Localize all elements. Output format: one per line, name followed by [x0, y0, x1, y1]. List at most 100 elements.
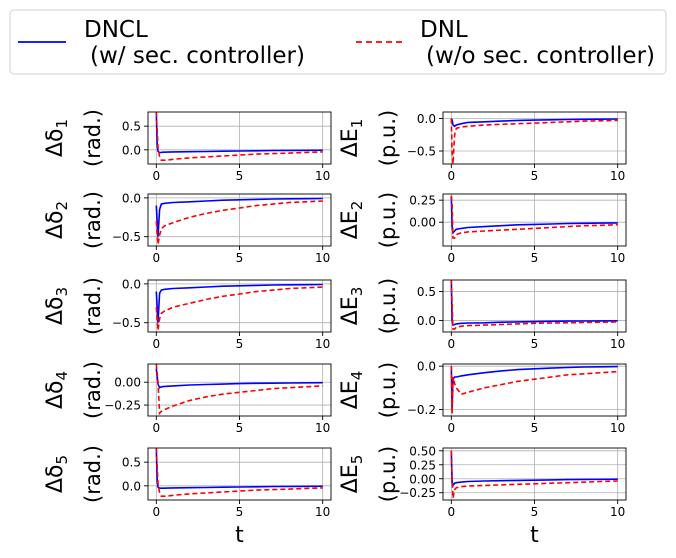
y-axis-label: Δδ4 [43, 371, 71, 409]
y-axis-label: ΔE3 [338, 287, 366, 326]
y-axis-unit: (rad.) [81, 277, 105, 335]
x-tick-label: 0 [447, 421, 455, 435]
x-tick-label: 5 [531, 169, 539, 183]
x-tick-label: 5 [236, 337, 244, 351]
series-line-dncl [450, 195, 618, 235]
series-line-dncl [155, 448, 323, 490]
y-axis-label: ΔE1 [338, 119, 366, 158]
y-axis-unit: (p.u.) [376, 446, 400, 502]
y-tick-label: −0.5 [407, 145, 436, 159]
y-axis-unit: (p.u.) [376, 110, 400, 166]
y-tick-label: 0.00 [409, 216, 436, 230]
subplot-delta2: 0 5 10 0.0 −0.5 Δδ2 (rad.) [43, 191, 332, 265]
x-tick-label: 0 [152, 421, 160, 435]
y-axis-label: ΔE2 [338, 201, 366, 240]
subplot-e2: 0 5 10 0.25 0.00 ΔE2 (p.u.) [338, 192, 627, 265]
series-line-dncl [450, 118, 618, 128]
y-tick-label: −0.25 [104, 399, 141, 413]
series-line-dncl [155, 283, 323, 323]
x-tick-label: 0 [152, 337, 160, 351]
y-tick-label: −0.25 [399, 486, 436, 500]
x-tick-label: 10 [610, 421, 625, 435]
y-tick-label: 0.00 [114, 376, 141, 390]
subplot-delta5: 0 5 10 0.5 0.0 Δδ5 (rad.) t [43, 445, 332, 548]
x-tick-label: 10 [315, 505, 330, 519]
x-tick-label: 0 [447, 251, 455, 265]
x-tick-label: 5 [236, 505, 244, 519]
series-line-dnl [155, 112, 323, 161]
y-tick-label: 0.0 [417, 314, 436, 328]
y-axis-unit: (rad.) [81, 191, 105, 249]
series-line-dnl [450, 280, 618, 330]
x-tick-label: 0 [152, 251, 160, 265]
series-line-dnl [155, 448, 323, 498]
x-tick-label: 5 [531, 337, 539, 351]
subplot-delta1: 0 5 10 0.5 0.0 Δδ1 (rad.) [43, 109, 332, 183]
y-tick-label: 0.25 [409, 194, 436, 208]
x-tick-label: 0 [447, 337, 455, 351]
x-tick-label: 10 [315, 169, 330, 183]
subplot-e5: 0 5 10 0.500.250.00−0.25 ΔE5 (p.u.) t [338, 444, 627, 548]
subplot-e3: 0 5 10 0.5 0.0 ΔE3 (p.u.) [338, 278, 627, 351]
y-axis-unit: (rad.) [81, 361, 105, 419]
x-tick-label: 10 [610, 505, 625, 519]
x-tick-label: 0 [447, 169, 455, 183]
series-line-dncl [155, 368, 323, 389]
x-tick-label: 10 [315, 421, 330, 435]
y-tick-label: 0.5 [417, 285, 436, 299]
y-tick-label: 0.00 [409, 472, 436, 486]
x-tick-label: 10 [610, 251, 625, 265]
y-tick-label: 0.5 [122, 120, 141, 134]
series-line-dncl [450, 450, 618, 488]
subplot-delta3: 0 5 10 0.0 −0.5 Δδ3 (rad.) [43, 277, 332, 351]
y-axis-label: Δδ1 [43, 119, 71, 157]
series-line-dncl [155, 112, 323, 154]
legend: DNCL (w/ sec. controller) DNL (w/o sec. … [9, 9, 667, 75]
series-line-dnl [450, 366, 618, 414]
legend-box [9, 9, 667, 75]
y-axis-label: Δδ3 [43, 287, 71, 325]
x-tick-label: 5 [531, 505, 539, 519]
y-axis-label: Δδ2 [43, 201, 71, 239]
legend-label-dncl: DNCL [84, 17, 148, 43]
y-tick-label: 0.0 [122, 191, 141, 205]
y-tick-label: −0.5 [112, 230, 141, 244]
y-tick-label: −0.5 [112, 316, 141, 330]
y-axis-unit: (rad.) [81, 445, 105, 503]
series-line-dnl [450, 195, 618, 239]
series-line-dnl [155, 286, 323, 331]
series-line-dnl [155, 200, 323, 245]
series-line-dnl [450, 118, 618, 164]
x-tick-label: 0 [152, 505, 160, 519]
x-tick-label: 5 [236, 251, 244, 265]
legend-label-dnl: DNL [420, 17, 468, 43]
x-tick-label: 10 [315, 251, 330, 265]
x-tick-label: 5 [531, 421, 539, 435]
series-line-dnl [155, 364, 323, 416]
x-tick-label: 0 [152, 169, 160, 183]
y-axis-unit: (p.u.) [376, 362, 400, 418]
y-tick-label: 0.0 [417, 360, 436, 374]
y-tick-label: 0.0 [417, 112, 436, 126]
x-tick-label: 10 [610, 169, 625, 183]
y-tick-label: 0.50 [409, 444, 436, 458]
y-axis-unit: (p.u.) [376, 278, 400, 334]
series-line-dncl [450, 365, 618, 410]
x-tick-label: 5 [236, 421, 244, 435]
series-line-dnl [450, 450, 618, 499]
subplot-e4: 0 5 10 0.0 −0.2 ΔE4 (p.u.) [338, 360, 627, 435]
x-axis-label: t [235, 523, 244, 548]
x-tick-label: 10 [610, 337, 625, 351]
y-axis-unit: (rad.) [81, 109, 105, 167]
x-tick-label: 10 [315, 337, 330, 351]
y-tick-label: 0.25 [409, 458, 436, 472]
legend-subtitle-dncl: (w/ sec. controller) [90, 43, 305, 69]
x-tick-label: 5 [531, 251, 539, 265]
y-axis-label: ΔE4 [338, 371, 366, 410]
y-tick-label: 0.0 [122, 479, 141, 493]
y-tick-label: 0.0 [122, 277, 141, 291]
y-axis-label: Δδ5 [43, 455, 71, 493]
